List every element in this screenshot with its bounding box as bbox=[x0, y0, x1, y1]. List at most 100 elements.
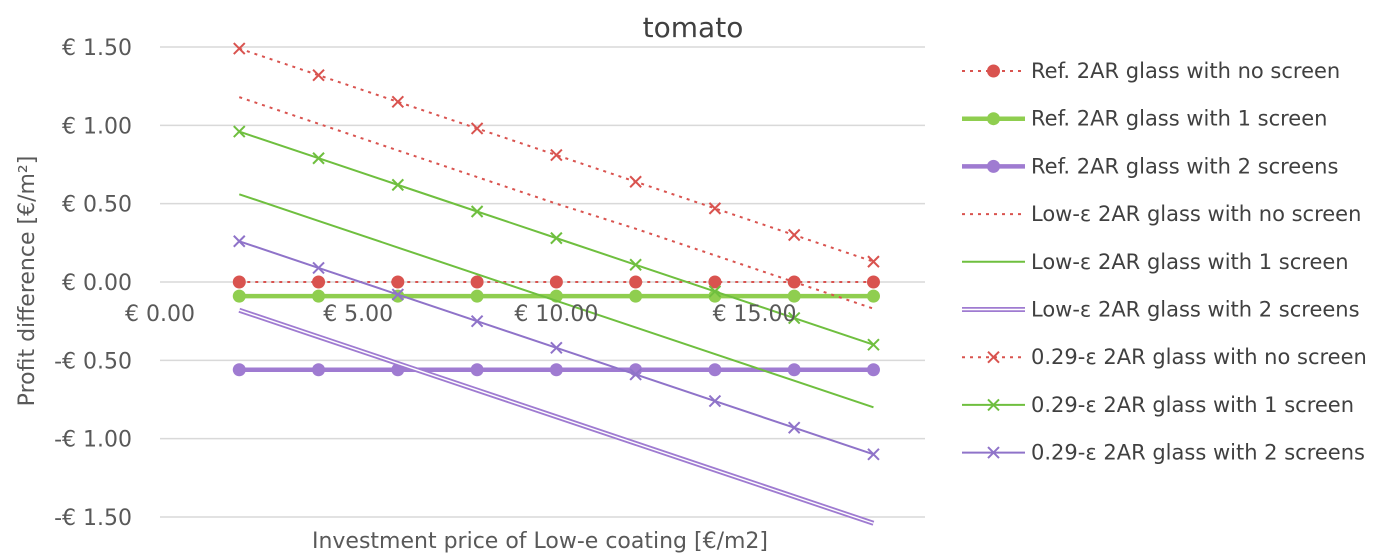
data-point bbox=[550, 148, 563, 162]
x-axis-label: Investment price of Low-e coating [€/m2] bbox=[312, 529, 768, 554]
x-tick-label: € 5.00 bbox=[323, 302, 393, 327]
y-tick-label: -€ 1.50 bbox=[54, 506, 132, 531]
data-point bbox=[232, 289, 246, 303]
data-point bbox=[312, 261, 325, 275]
legend-label: Ref. 2AR glass with no screen bbox=[1031, 59, 1340, 83]
data-point bbox=[708, 202, 722, 215]
data-point bbox=[232, 275, 246, 289]
data-point bbox=[470, 314, 484, 328]
data-point bbox=[787, 363, 801, 377]
series-8 bbox=[233, 235, 880, 461]
data-point bbox=[312, 363, 326, 377]
y-tick-label: -€ 1.00 bbox=[54, 428, 132, 453]
data-point bbox=[987, 350, 1000, 364]
data-point bbox=[391, 288, 405, 301]
data-point bbox=[866, 289, 880, 303]
data-point bbox=[312, 275, 326, 289]
x-tick-label: € 0.00 bbox=[125, 302, 195, 327]
data-point bbox=[550, 231, 563, 245]
data-point bbox=[787, 421, 801, 434]
data-point bbox=[470, 363, 484, 377]
y-tick-label: -€ 0.50 bbox=[54, 349, 132, 374]
legend-label: Low-ε 2AR glass with no screen bbox=[1031, 202, 1361, 226]
data-point bbox=[708, 275, 722, 289]
series-line-inner bbox=[239, 309, 874, 524]
data-point bbox=[629, 275, 643, 289]
series-layer bbox=[232, 42, 880, 526]
data-point bbox=[391, 95, 405, 109]
data-point bbox=[629, 175, 642, 188]
legend-label: Low-ε 2AR glass with 1 screen bbox=[1031, 250, 1349, 274]
series-7 bbox=[233, 125, 880, 351]
data-point bbox=[470, 205, 484, 218]
data-point bbox=[708, 394, 722, 408]
y-tick-label: € 1.00 bbox=[62, 114, 132, 139]
y-tick-label: € 0.00 bbox=[62, 271, 132, 296]
data-point bbox=[470, 122, 484, 135]
data-point bbox=[550, 341, 563, 355]
series-1 bbox=[232, 289, 880, 303]
data-point bbox=[312, 68, 325, 82]
x-tick-label: € 15.00 bbox=[713, 302, 797, 327]
data-point bbox=[629, 289, 643, 303]
series-0 bbox=[232, 275, 880, 289]
legend-item: Low-ε 2AR glass with 1 screen bbox=[962, 250, 1349, 274]
x-axis-ticks: € 0.00 € 5.00 € 10.00 € 15.00 bbox=[125, 302, 797, 327]
data-point bbox=[787, 311, 801, 325]
legend-item: 0.29-ε 2AR glass with no screen bbox=[962, 345, 1367, 369]
data-point bbox=[787, 289, 801, 303]
data-point bbox=[549, 363, 563, 377]
data-point bbox=[867, 338, 880, 351]
data-point bbox=[391, 275, 405, 289]
data-point bbox=[629, 368, 642, 381]
series-2 bbox=[232, 363, 880, 377]
data-point bbox=[233, 125, 246, 138]
legend-item: 0.29-ε 2AR glass with 2 screens bbox=[962, 441, 1365, 465]
data-point bbox=[312, 152, 325, 165]
data-point bbox=[312, 289, 326, 303]
legend-item: Ref. 2AR glass with no screen bbox=[962, 59, 1340, 83]
legend-item: 0.29-ε 2AR glass with 1 screen bbox=[962, 393, 1354, 417]
data-point bbox=[987, 159, 1000, 173]
y-axis-ticks: € 1.50 € 1.00 € 0.50 € 0.00 -€ 0.50 -€ 1.00 -€… bbox=[54, 36, 132, 531]
data-point bbox=[470, 289, 484, 303]
series-4 bbox=[238, 193, 874, 409]
legend: Ref. 2AR glass with no screen Ref. 2AR gl… bbox=[962, 59, 1367, 465]
data-point bbox=[233, 42, 246, 55]
legend-label: 0.29-ε 2AR glass with 2 screens bbox=[1031, 441, 1365, 465]
y-tick-label: € 1.50 bbox=[62, 36, 132, 61]
data-point bbox=[987, 112, 1000, 126]
data-point bbox=[866, 363, 880, 377]
series-line bbox=[238, 193, 874, 409]
legend-item: Low-ε 2AR glass with 2 screens bbox=[962, 298, 1360, 322]
data-point bbox=[867, 448, 880, 461]
legend-item: Low-ε 2AR glass with no screen bbox=[962, 202, 1361, 226]
data-point bbox=[787, 228, 801, 242]
data-point bbox=[987, 64, 1000, 78]
chart-title: tomato bbox=[643, 11, 744, 44]
x-tick-label: € 10.00 bbox=[514, 302, 598, 327]
data-point bbox=[987, 446, 1000, 459]
legend-item: Ref. 2AR glass with 2 screens bbox=[962, 154, 1338, 178]
data-point bbox=[470, 275, 484, 289]
legend-label: 0.29-ε 2AR glass with no screen bbox=[1031, 345, 1367, 369]
data-point bbox=[549, 275, 563, 289]
series-5 bbox=[238, 307, 875, 526]
series-6 bbox=[233, 42, 880, 268]
legend-item: Ref. 2AR glass with 1 screen bbox=[962, 107, 1327, 131]
data-point bbox=[391, 178, 405, 192]
data-point bbox=[867, 255, 880, 268]
data-point bbox=[629, 258, 642, 271]
legend-label: 0.29-ε 2AR glass with 1 screen bbox=[1031, 393, 1354, 417]
data-point bbox=[987, 398, 1000, 412]
legend-label: Low-ε 2AR glass with 2 screens bbox=[1031, 298, 1360, 322]
data-point bbox=[708, 363, 722, 377]
data-point bbox=[708, 285, 722, 298]
legend-label: Ref. 2AR glass with 2 screens bbox=[1031, 154, 1338, 178]
y-axis-label: Profit difference [€/m²] bbox=[15, 156, 40, 407]
data-point bbox=[233, 235, 246, 248]
y-tick-label: € 0.50 bbox=[62, 193, 132, 218]
data-point bbox=[866, 275, 880, 289]
legend-label: Ref. 2AR glass with 1 screen bbox=[1031, 107, 1327, 131]
